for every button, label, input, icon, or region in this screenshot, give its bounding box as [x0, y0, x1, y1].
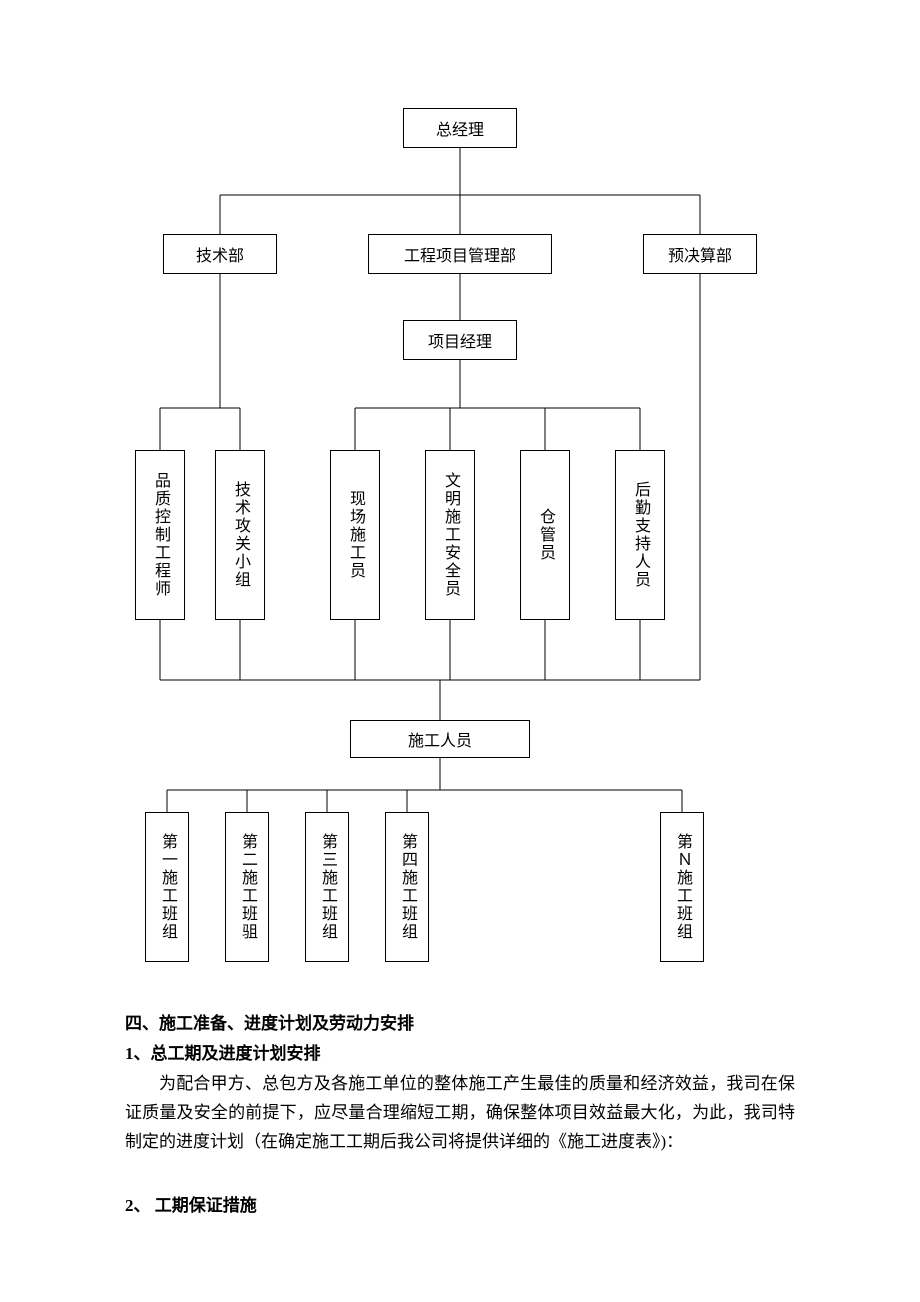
node-pm-label: 项目经理: [428, 328, 492, 352]
heading-1: 1、总工期及进度计划安排: [125, 1040, 805, 1069]
node-site-label: 现场施工员: [343, 490, 367, 580]
heading-2-text: 2、 工期保证措施: [125, 1196, 257, 1215]
node-techteam-label: 技术攻关小组: [228, 481, 252, 589]
paragraph-1-text: 为配合甲方、总包方及各施工单位的整体施工产生最佳的质量和经济效益，我司在保证质量…: [125, 1074, 795, 1151]
heading-section4-text: 四、施工准备、进度计划及劳动力安排: [125, 1014, 414, 1033]
node-t2-label: 第二施工班驵: [235, 833, 259, 941]
node-workers-label: 施工人员: [408, 727, 472, 751]
node-workers: 施工人员: [350, 720, 530, 758]
node-budget-label: 预决算部: [668, 242, 732, 266]
node-qc-label: 品质控制工程师: [148, 472, 172, 598]
node-t2: 第二施工班驵: [225, 812, 269, 962]
node-pmdept: 工程项目管理部: [368, 234, 552, 274]
node-logis-label: 后勤支持人员: [628, 481, 652, 589]
node-pmdept-label: 工程项目管理部: [404, 242, 516, 266]
node-budget: 预决算部: [643, 234, 757, 274]
node-techteam: 技术攻关小组: [215, 450, 265, 620]
node-tn-label: 第Ｎ施工班组: [670, 833, 694, 941]
node-qc: 品质控制工程师: [135, 450, 185, 620]
node-logis: 后勤支持人员: [615, 450, 665, 620]
node-site: 现场施工员: [330, 450, 380, 620]
paragraph-1: 为配合甲方、总包方及各施工单位的整体施工产生最佳的质量和经济效益，我司在保证质量…: [125, 1070, 795, 1157]
node-tn: 第Ｎ施工班组: [660, 812, 704, 962]
node-store: 仓管员: [520, 450, 570, 620]
node-pm: 项目经理: [403, 320, 517, 360]
node-store-label: 仓管员: [533, 508, 557, 562]
heading-2: 2、 工期保证措施: [125, 1192, 805, 1221]
node-t3: 第三施工班组: [305, 812, 349, 962]
node-t4-label: 第四施工班组: [395, 833, 419, 941]
heading-section4: 四、施工准备、进度计划及劳动力安排: [125, 1010, 805, 1039]
node-gm-label: 总经理: [436, 116, 484, 140]
node-t1: 第一施工班组: [145, 812, 189, 962]
node-t1-label: 第一施工班组: [155, 833, 179, 941]
node-tech-label: 技术部: [196, 242, 244, 266]
node-safety: 文明施工安全员: [425, 450, 475, 620]
heading-1-text: 1、总工期及进度计划安排: [125, 1044, 321, 1063]
node-t4: 第四施工班组: [385, 812, 429, 962]
node-safety-label: 文明施工安全员: [438, 472, 462, 598]
node-t3-label: 第三施工班组: [315, 833, 339, 941]
node-tech: 技术部: [163, 234, 277, 274]
page: 总经理 技术部 工程项目管理部 预决算部 项目经理 品质控制工程师 技术攻关小组…: [0, 0, 920, 1302]
node-gm: 总经理: [403, 108, 517, 148]
